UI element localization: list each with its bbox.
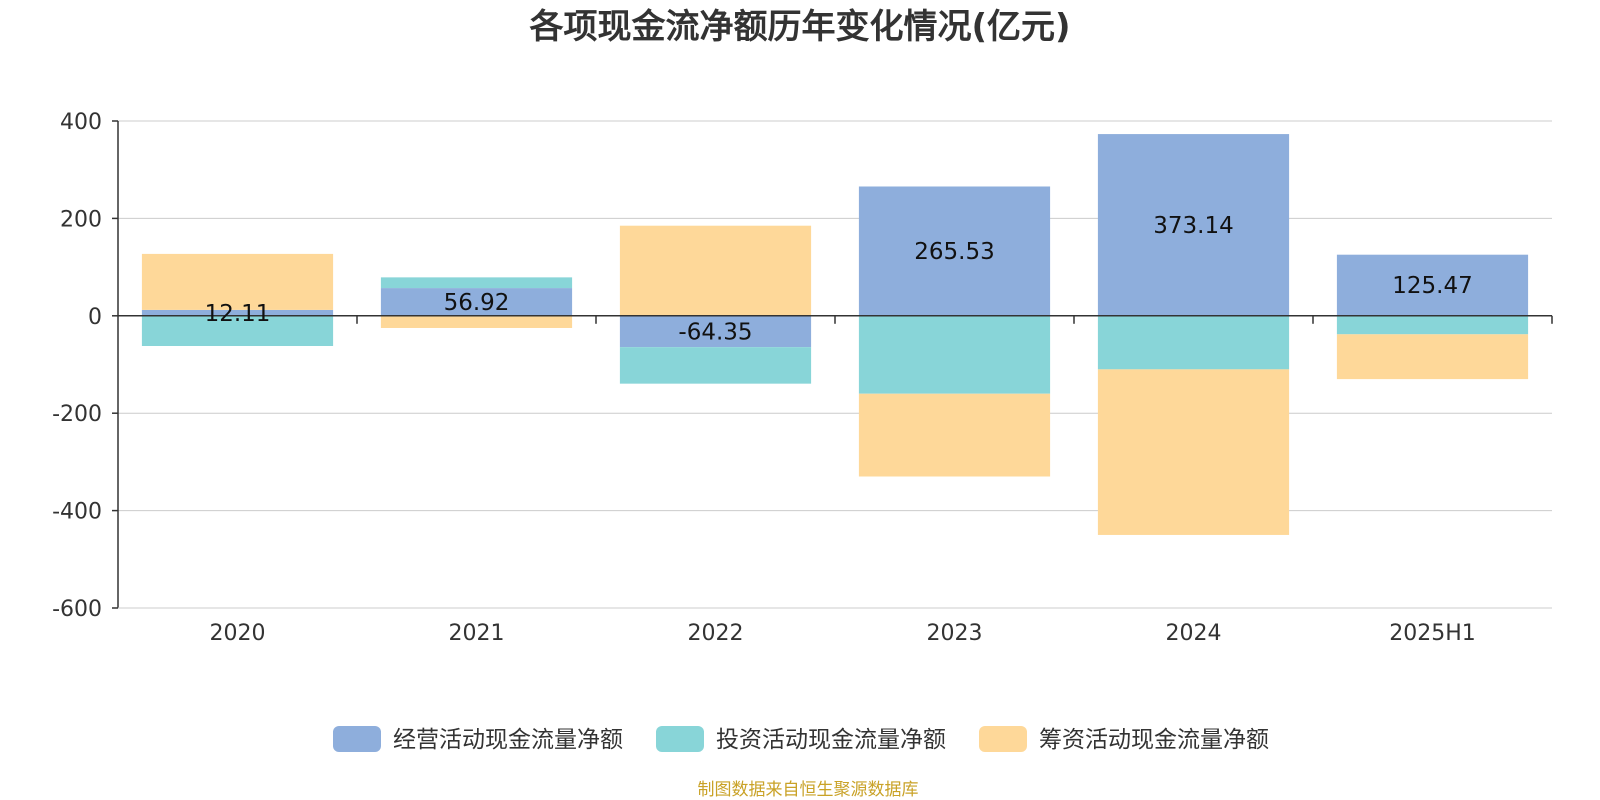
legend-swatch (656, 726, 704, 752)
x-tick-label: 2024 (1166, 621, 1222, 646)
x-tick-label: 2020 (210, 621, 266, 646)
bar-2020-series-1[interactable] (141, 309, 334, 316)
bar-2021-series-1[interactable] (380, 288, 573, 316)
bar-2023-series-2[interactable] (858, 315, 1051, 394)
bar-2024-series-3[interactable] (1097, 369, 1290, 535)
bar-2025H1-series-1[interactable] (1336, 254, 1529, 316)
bar-2025H1-series-2[interactable] (1336, 315, 1529, 335)
y-tick-label: 200 (60, 207, 102, 232)
bar-2025H1-series-3[interactable] (1336, 334, 1529, 380)
x-tick-label: 2025H1 (1389, 621, 1476, 646)
legend-swatch (333, 726, 381, 752)
data-label: 12.11 (205, 301, 271, 327)
bar-2022-series-1[interactable] (619, 315, 812, 348)
bar-2021-series-3[interactable] (380, 315, 573, 328)
legend-label: 筹资活动现金流量净额 (1039, 727, 1269, 753)
bar-2020-series-3[interactable] (141, 253, 334, 310)
bar-2024-series-1[interactable] (1097, 134, 1290, 316)
axis-layer: 2020 2021 2022 2023 2024 2025H1 (117, 121, 1553, 646)
bar-2022-series-2[interactable] (619, 347, 812, 384)
legend-swatch (979, 726, 1027, 752)
y-tick-label: 0 (88, 305, 102, 330)
data-label: 265.53 (914, 239, 994, 265)
bar-2023-series-1[interactable] (858, 186, 1051, 316)
bar-2022-series-3[interactable] (619, 225, 812, 316)
bar-2020-series-2[interactable] (141, 315, 334, 346)
data-label: 56.92 (444, 290, 510, 316)
bar-layer (141, 134, 1529, 535)
legend-item[interactable]: 投资活动现金流量净额 (656, 726, 946, 753)
data-label: 373.14 (1153, 213, 1233, 239)
data-label: -64.35 (678, 319, 752, 345)
bar-2021-series-2[interactable] (380, 277, 573, 289)
source-note: 制图数据来自恒生聚源数据库 (698, 780, 919, 800)
bar-2023-series-3[interactable] (858, 393, 1051, 477)
legend-label: 经营活动现金流量净额 (393, 727, 623, 753)
legend-item[interactable]: 经营活动现金流量净额 (333, 726, 623, 753)
x-tick-label: 2023 (927, 621, 983, 646)
legend-label: 投资活动现金流量净额 (716, 727, 946, 753)
data-label: 125.47 (1392, 273, 1472, 299)
x-tick-label: 2022 (688, 621, 744, 646)
bar-2024-series-2[interactable] (1097, 315, 1290, 370)
y-tick-label: 400 (60, 110, 102, 135)
x-tick-label: 2021 (449, 621, 505, 646)
chart-title: 各项现金流净额历年变化情况(亿元) (529, 7, 1070, 47)
label-layer: 12.11 56.92 -64.35 265.53 373.14 125.47 (205, 213, 1473, 346)
y-tick-label: -200 (52, 402, 102, 427)
y-tick-label: -400 (52, 500, 102, 525)
y-tick-label: -600 (52, 597, 102, 622)
legend-item[interactable]: 筹资活动现金流量净额 (979, 726, 1269, 753)
legend[interactable]: 经营活动现金流量净额 投资活动现金流量净额 筹资活动现金流量净额 (333, 726, 1269, 753)
